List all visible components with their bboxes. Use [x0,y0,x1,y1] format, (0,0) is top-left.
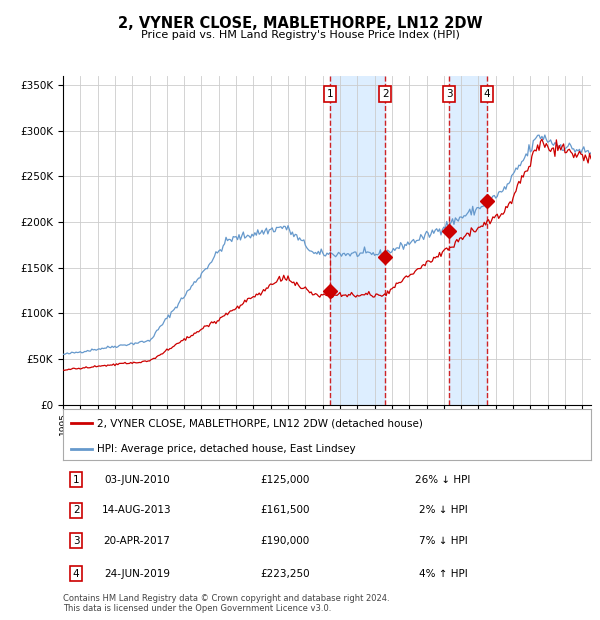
Text: 03-JUN-2010: 03-JUN-2010 [104,475,170,485]
Text: 20-APR-2017: 20-APR-2017 [103,536,170,546]
Text: 2, VYNER CLOSE, MABLETHORPE, LN12 2DW (detached house): 2, VYNER CLOSE, MABLETHORPE, LN12 2DW (d… [97,418,423,428]
Text: 1: 1 [73,475,80,485]
Text: 14-AUG-2013: 14-AUG-2013 [102,505,172,515]
Text: HPI: Average price, detached house, East Lindsey: HPI: Average price, detached house, East… [97,444,356,454]
Text: 2% ↓ HPI: 2% ↓ HPI [419,505,467,515]
Text: £161,500: £161,500 [260,505,310,515]
Text: 4% ↑ HPI: 4% ↑ HPI [419,569,467,578]
Text: 2, VYNER CLOSE, MABLETHORPE, LN12 2DW: 2, VYNER CLOSE, MABLETHORPE, LN12 2DW [118,16,482,30]
Text: 3: 3 [73,536,80,546]
Text: 7% ↓ HPI: 7% ↓ HPI [419,536,467,546]
Text: 24-JUN-2019: 24-JUN-2019 [104,569,170,578]
Text: 4: 4 [73,569,80,578]
Text: Price paid vs. HM Land Registry's House Price Index (HPI): Price paid vs. HM Land Registry's House … [140,30,460,40]
Text: £125,000: £125,000 [260,475,310,485]
Text: £223,250: £223,250 [260,569,310,578]
Text: £190,000: £190,000 [260,536,310,546]
Text: 26% ↓ HPI: 26% ↓ HPI [415,475,471,485]
Text: 4: 4 [484,89,490,99]
Text: 1: 1 [326,89,333,99]
Text: 2: 2 [382,89,389,99]
Bar [330,76,385,405]
Text: 3: 3 [446,89,452,99]
Bar [449,76,487,405]
Text: Contains HM Land Registry data © Crown copyright and database right 2024.: Contains HM Land Registry data © Crown c… [63,594,389,603]
Text: 2: 2 [73,505,80,515]
Text: This data is licensed under the Open Government Licence v3.0.: This data is licensed under the Open Gov… [63,604,331,613]
